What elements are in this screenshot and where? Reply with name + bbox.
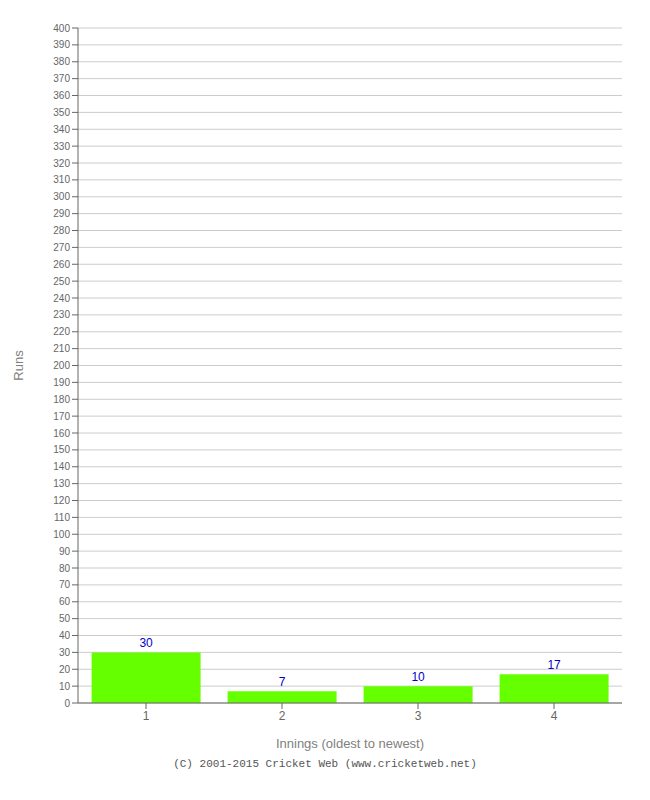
svg-text:400: 400 <box>53 23 70 34</box>
svg-text:240: 240 <box>53 293 70 304</box>
svg-text:110: 110 <box>54 512 70 523</box>
svg-text:370: 370 <box>53 73 70 84</box>
svg-text:180: 180 <box>53 394 70 405</box>
svg-text:220: 220 <box>53 326 70 337</box>
svg-text:130: 130 <box>53 478 70 489</box>
svg-text:7: 7 <box>279 675 286 689</box>
svg-text:390: 390 <box>53 39 70 50</box>
svg-text:380: 380 <box>53 56 70 67</box>
svg-text:10: 10 <box>411 670 425 684</box>
svg-text:290: 290 <box>53 208 70 219</box>
svg-text:320: 320 <box>53 158 70 169</box>
svg-text:3: 3 <box>415 709 422 723</box>
svg-text:10: 10 <box>59 681 71 692</box>
svg-text:20: 20 <box>59 664 71 675</box>
svg-text:80: 80 <box>59 563 71 574</box>
svg-text:4: 4 <box>551 709 558 723</box>
svg-text:210: 210 <box>53 343 70 354</box>
svg-text:30: 30 <box>139 636 153 650</box>
svg-text:Runs: Runs <box>11 350 26 381</box>
svg-text:340: 340 <box>53 124 70 135</box>
svg-text:160: 160 <box>53 428 70 439</box>
svg-text:120: 120 <box>53 495 70 506</box>
html-text:(C) 2001-2015 Cricket Web (www: (C) 2001-2015 Cricket Web (www.cricketwe… <box>173 758 477 770</box>
svg-text:1: 1 <box>143 709 150 723</box>
svg-text:140: 140 <box>53 461 70 472</box>
svg-text:230: 230 <box>53 309 70 320</box>
svg-text:17: 17 <box>547 658 561 672</box>
svg-text:200: 200 <box>53 360 70 371</box>
svg-text:60: 60 <box>59 596 71 607</box>
svg-text:100: 100 <box>53 529 70 540</box>
svg-text:260: 260 <box>53 259 70 270</box>
svg-text:170: 170 <box>53 411 70 422</box>
svg-text:250: 250 <box>53 276 70 287</box>
svg-text:2: 2 <box>279 709 286 723</box>
svg-text:150: 150 <box>53 444 70 455</box>
svg-text:360: 360 <box>53 90 70 101</box>
svg-text:350: 350 <box>53 107 70 118</box>
svg-text:50: 50 <box>59 613 71 624</box>
svg-text:310: 310 <box>53 174 70 185</box>
svg-text:330: 330 <box>53 141 70 152</box>
svg-text:280: 280 <box>53 225 70 236</box>
svg-text:Innings (oldest to newest): Innings (oldest to newest) <box>276 736 424 751</box>
svg-text:270: 270 <box>53 242 70 253</box>
svg-text:30: 30 <box>59 647 71 658</box>
svg-text:0: 0 <box>64 698 70 709</box>
svg-text:70: 70 <box>59 579 71 590</box>
svg-text:190: 190 <box>53 377 70 388</box>
svg-text:40: 40 <box>59 630 71 641</box>
svg-text:90: 90 <box>59 546 71 557</box>
svg-text:300: 300 <box>53 191 70 202</box>
